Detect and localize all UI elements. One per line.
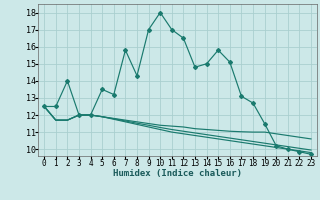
X-axis label: Humidex (Indice chaleur): Humidex (Indice chaleur): [113, 169, 242, 178]
